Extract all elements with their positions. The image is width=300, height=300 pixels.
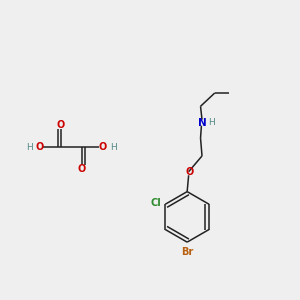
Text: O: O	[57, 120, 65, 130]
Text: Br: Br	[181, 248, 193, 257]
Text: O: O	[36, 142, 44, 152]
Text: O: O	[98, 142, 106, 152]
Text: Cl: Cl	[150, 198, 161, 208]
Text: H: H	[110, 142, 117, 152]
Text: O: O	[77, 164, 86, 174]
Text: N: N	[198, 118, 206, 128]
Text: H: H	[26, 142, 33, 152]
Text: H: H	[208, 118, 215, 127]
Text: O: O	[185, 167, 194, 177]
